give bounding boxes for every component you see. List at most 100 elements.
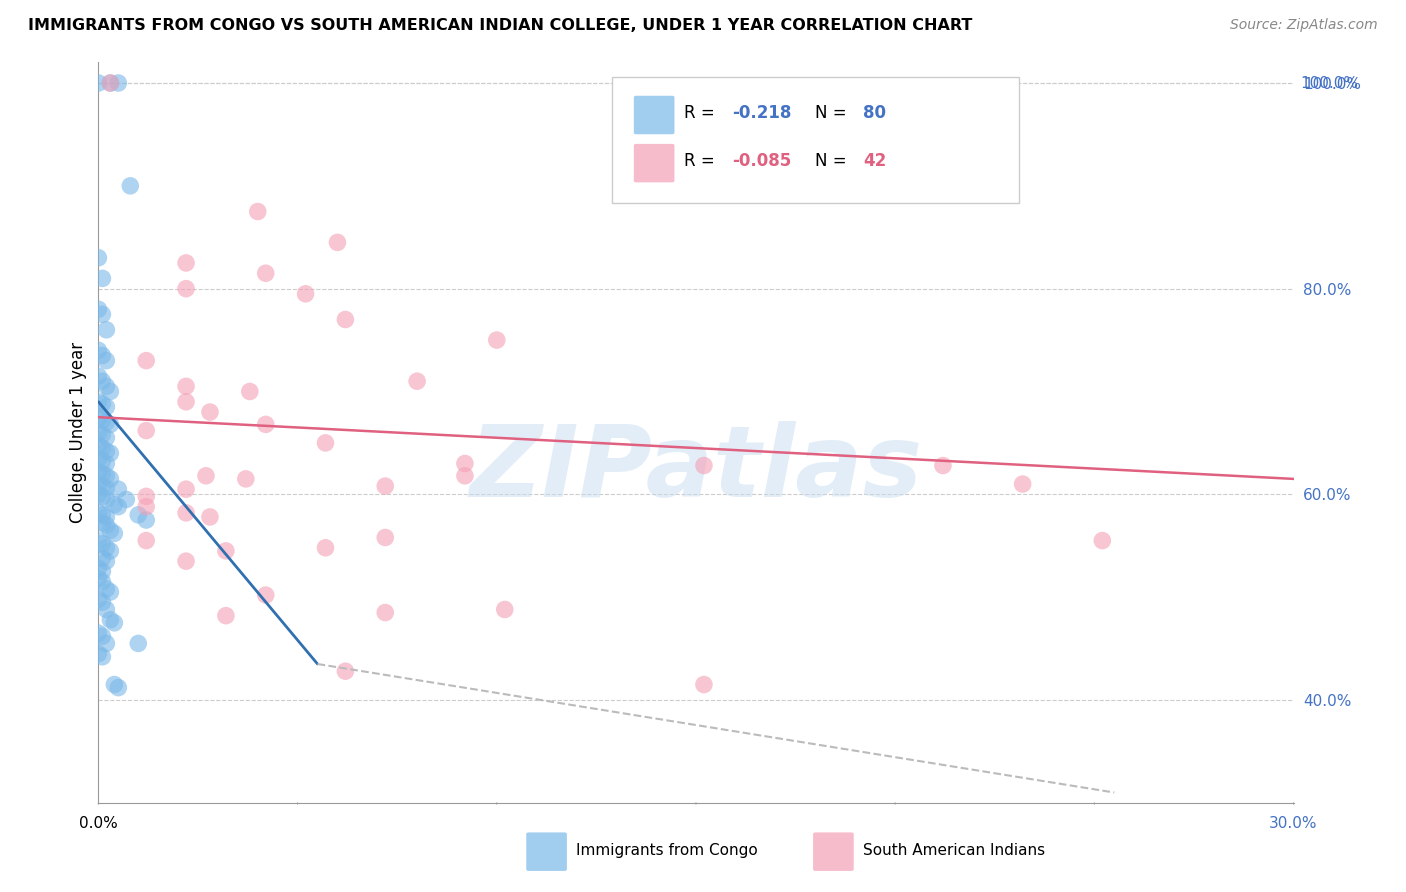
Point [195,468,218,483]
Point [87,647,110,661]
Point [239,384,262,399]
Point [96,457,118,471]
Text: -0.085: -0.085 [733,152,792,169]
Point [87,465,110,479]
Point [127,508,149,522]
Point [91,574,114,589]
Point [135,489,157,503]
Point [174,282,197,296]
Point [174,256,197,270]
Point [98,76,122,90]
Point [335,664,357,678]
Point [198,405,221,419]
Point [87,438,110,452]
Point [374,531,396,545]
Point [107,76,129,90]
Point [87,425,110,440]
Text: Immigrants from Congo: Immigrants from Congo [576,844,758,858]
Point [98,613,122,627]
Point [98,585,122,599]
Point [107,500,129,514]
Point [87,251,110,265]
Point [454,468,477,483]
Point [91,271,114,285]
Point [87,477,110,491]
Point [96,379,118,393]
Point [87,451,110,466]
Point [96,582,118,596]
Point [98,384,122,399]
Point [96,323,118,337]
Point [91,536,114,550]
Point [103,526,125,541]
Point [135,533,157,548]
FancyBboxPatch shape [634,95,675,135]
Point [107,681,129,695]
Point [87,302,110,317]
Point [96,554,118,568]
Point [91,467,114,481]
Point [96,510,118,524]
Text: R =: R = [685,152,720,169]
Point [87,592,110,607]
Point [932,458,955,473]
FancyBboxPatch shape [634,144,675,182]
Point [254,588,277,602]
FancyBboxPatch shape [613,78,1019,203]
Point [91,565,114,579]
Point [98,446,122,460]
Point [103,677,125,691]
Point [98,472,122,486]
Point [87,369,110,384]
Text: 80: 80 [863,103,886,122]
Point [103,498,125,512]
Point [107,482,129,496]
Point [96,400,118,414]
FancyBboxPatch shape [526,832,567,871]
Point [127,636,149,650]
Point [91,441,114,455]
Point [135,500,157,514]
Point [98,544,122,558]
Point [91,516,114,530]
Point [235,472,257,486]
Point [454,457,477,471]
Point [98,417,122,432]
Point [91,349,114,363]
Point [246,204,269,219]
Point [103,615,125,630]
Point [174,379,197,393]
Point [87,410,110,425]
Point [96,353,118,368]
Point [1011,477,1033,491]
Point [485,333,508,347]
Text: N =: N = [815,103,852,122]
Point [91,454,114,468]
Point [87,506,110,520]
Text: -0.218: -0.218 [733,103,792,122]
Text: Source: ZipAtlas.com: Source: ZipAtlas.com [1230,18,1378,32]
FancyBboxPatch shape [813,832,853,871]
Point [96,468,118,483]
Point [135,424,157,438]
Text: South American Indians: South American Indians [863,844,1046,858]
Point [254,417,277,432]
Point [91,307,114,321]
Point [96,415,118,429]
Point [87,626,110,640]
Point [91,595,114,609]
Point [91,397,114,411]
Point [494,602,516,616]
Point [96,636,118,650]
Text: ZIPatlas: ZIPatlas [470,421,922,518]
Point [198,510,221,524]
Point [96,444,118,458]
Point [87,76,110,90]
Point [174,554,197,568]
Point [91,479,114,493]
Point [215,544,238,558]
Point [87,487,110,501]
Point [91,489,114,503]
Text: 42: 42 [863,152,887,169]
Text: 0.0%: 0.0% [79,816,118,830]
